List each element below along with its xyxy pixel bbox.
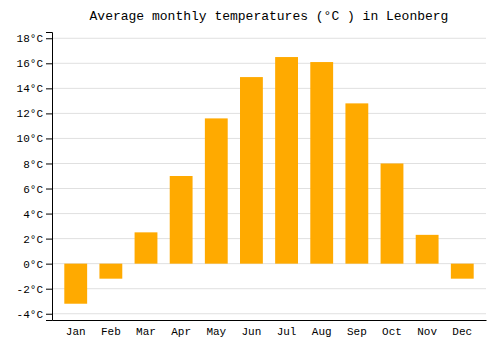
x-tick: Nov: [417, 326, 437, 338]
x-tick-label: Jul: [277, 326, 297, 338]
x-tick: Dec: [452, 326, 472, 338]
x-tick-label: Aug: [312, 326, 332, 338]
grid-line: [52, 288, 486, 289]
y-tick-mark: [46, 239, 52, 240]
y-tick-label: 0°C: [23, 259, 43, 271]
y-axis: -4°C -2°C 0°C 2°C 4°C 6°C 8°C 10°C 12°C 14°C 16°C 1…: [17, 33, 53, 321]
x-tick: Jan: [66, 326, 86, 338]
grid-line: [52, 163, 486, 164]
y-tick: 12°C: [17, 108, 52, 120]
y-tick: 16°C: [17, 58, 52, 70]
x-tick: Oct: [382, 326, 402, 338]
x-tick-label: Oct: [382, 326, 402, 338]
y-tick: 8°C: [23, 158, 52, 170]
y-tick: 6°C: [23, 184, 52, 196]
chart: -4°C -2°C 0°C 2°C 4°C 6°C 8°C 10°C 12°C 14°C 16°C 1…: [0, 0, 500, 350]
x-tick: Jun: [242, 326, 262, 338]
y-tick-mark: [46, 63, 52, 64]
x-tick-label: Sep: [347, 326, 367, 338]
x-axis-line: [53, 320, 487, 321]
y-tick-label: 12°C: [17, 108, 44, 120]
y-tick: 18°C: [17, 33, 52, 45]
bar: [416, 235, 439, 264]
y-tick-label: 18°C: [17, 33, 44, 45]
y-tick: -4°C: [17, 309, 52, 321]
x-tick: Apr: [171, 326, 191, 338]
grid-line: [52, 213, 486, 214]
x-tick-label: Nov: [417, 326, 437, 338]
title: Average monthly temperatures (°C ) in Le…: [90, 9, 449, 24]
y-tick-label: 2°C: [23, 234, 43, 246]
grid-line: [52, 313, 486, 314]
x-tick: Jul: [277, 326, 297, 338]
grid: [52, 38, 486, 313]
bar: [381, 163, 404, 263]
x-tick: Sep: [347, 326, 367, 338]
bar: [345, 103, 368, 263]
y-tick-mark: [46, 113, 52, 114]
bar: [99, 264, 122, 279]
bar: [64, 264, 87, 304]
y-tick: 0°C: [23, 259, 52, 271]
x-tick-label: Apr: [171, 326, 191, 338]
x-tick-label: Mar: [136, 326, 156, 338]
y-tick: -2°C: [17, 284, 52, 296]
bar: [451, 264, 474, 279]
bar: [135, 232, 158, 263]
plot: -4°C -2°C 0°C 2°C 4°C 6°C 8°C 10°C 12°C 14°C 16°C 1…: [17, 33, 487, 339]
y-tick-mark: [46, 264, 52, 265]
x-tick-label: Jan: [66, 326, 86, 338]
y-tick: 2°C: [23, 234, 52, 246]
bar: [240, 77, 263, 264]
y-tick-label: -2°C: [17, 284, 44, 296]
y-tick-label: -4°C: [17, 309, 44, 321]
x-tick: May: [206, 326, 226, 338]
y-tick-label: 14°C: [17, 83, 44, 95]
x-tick: Mar: [136, 326, 156, 338]
y-tick: 14°C: [17, 83, 52, 95]
grid-line: [52, 63, 486, 64]
bar: [310, 62, 333, 264]
grid-line: [52, 38, 486, 39]
y-tick-label: 6°C: [23, 184, 43, 196]
y-tick-mark: [46, 189, 52, 190]
x-axis: Jan Feb Mar Apr May Jun Jul Aug Sep Oct Nov Dec: [53, 321, 487, 339]
grid-line: [52, 138, 486, 139]
y-tick: 10°C: [17, 133, 52, 145]
x-tick: Feb: [101, 326, 121, 338]
bar: [205, 118, 228, 263]
grid-line: [52, 113, 486, 114]
bar: [275, 57, 298, 264]
bar: [170, 176, 193, 264]
y-tick: 4°C: [23, 209, 52, 221]
bars: [64, 57, 473, 304]
grid-line: [52, 88, 486, 89]
y-tick-mark: [46, 38, 52, 39]
y-tick-mark: [46, 163, 52, 164]
x-tick-label: Feb: [101, 326, 121, 338]
x-tick-label: Dec: [452, 326, 472, 338]
y-tick-label: 8°C: [23, 158, 43, 170]
y-tick-label: 10°C: [17, 133, 44, 145]
y-tick-label: 4°C: [23, 209, 43, 221]
x-tick: Aug: [312, 326, 332, 338]
y-tick-mark: [46, 289, 52, 290]
x-tick-label: Jun: [242, 326, 262, 338]
y-tick-mark: [46, 214, 52, 215]
y-tick-label: 16°C: [17, 58, 44, 70]
y-tick-mark: [46, 314, 52, 315]
grid-line: [52, 188, 486, 189]
y-axis-line: [46, 33, 53, 321]
y-tick-mark: [46, 138, 52, 139]
y-tick-mark: [46, 88, 52, 89]
x-tick-label: May: [206, 326, 226, 338]
